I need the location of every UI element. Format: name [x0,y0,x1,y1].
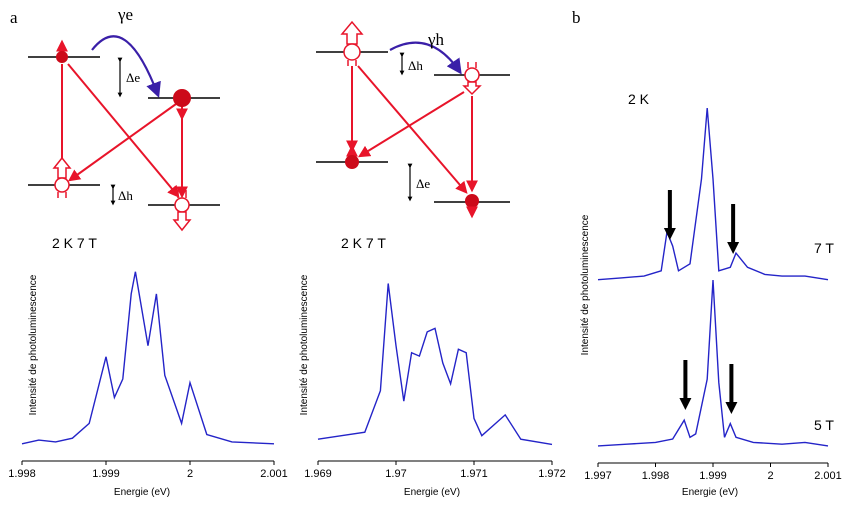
x-tick-label: 1.999 [699,470,727,482]
pl-spectrum-left: 1.998 1.999 2 2.001 Energie (eV) Intensité de… [8,235,288,498]
spectrum-line [317,283,553,446]
condition-label: 2 K [628,91,650,107]
electron-spin-up [56,39,68,63]
relaxation-arrow [91,35,161,98]
spectrum-line [597,107,829,281]
electron-spin-down [173,89,191,121]
peak-arrowhead [725,402,738,414]
electron-spin-up [345,144,359,169]
pl-spectrum-right: 1.997 1.998 1.999 2 2.001 Energie (eV) Intensi… [580,91,842,498]
delta-e-label: Δe [126,70,140,85]
transition-arrow [67,63,180,198]
x-tick-label: 1.969 [304,468,332,480]
transition-arrow [357,91,465,158]
x-axis-title: Energie (eV) [404,487,460,498]
transition-arrow [68,103,177,182]
peak-arrowhead [679,398,692,410]
electron-spin-down [465,194,479,219]
panel-a-label: a [10,8,18,27]
hole-spin-down [172,190,192,232]
y-axis-title: Intensité de photoluminescence [580,214,591,355]
hole-spin-down [462,62,482,96]
series-label: 5 T [814,417,834,433]
gamma-label: γh [427,30,445,49]
pl-spectrum-middle: 1.969 1.97 1.971 1.972 Energie (eV) Intensité… [299,235,566,498]
x-tick-label: 2 [187,468,193,480]
condition-label: 2 K 7 T [341,235,386,251]
x-tick-label: 1.972 [538,468,566,480]
y-axis-title: Intensité de photoluminescence [299,274,310,415]
peak-arrowhead [727,242,740,254]
x-tick-label: 1.999 [92,468,120,480]
x-tick-label: 1.998 [642,470,670,482]
condition-label: 2 K 7 T [52,235,97,251]
x-axis-title: Energie (eV) [682,487,738,498]
x-tick-label: 2.001 [814,470,842,482]
x-tick-label: 2 [767,470,773,482]
x-tick-label: 1.971 [460,468,488,480]
x-tick-label: 2.001 [260,468,288,480]
energy-diagram-left: γe Δe Δh [28,5,220,232]
energy-diagram-right: γh Δh Δe [316,20,510,219]
delta-h-label: Δh [408,58,423,73]
series-label: 7 T [814,240,834,256]
hole-spin-up [340,20,364,66]
delta-e-label: Δe [416,176,430,191]
x-tick-label: 1.998 [8,468,36,480]
x-axis-title: Energie (eV) [114,487,170,498]
gamma-label: γe [117,5,133,24]
panel-b-label: b [572,8,581,27]
relaxation-arrow [389,41,462,75]
hole-spin-up [52,156,72,198]
x-tick-label: 1.97 [385,468,406,480]
y-axis-title: Intensité de photoluminescence [28,274,39,415]
delta-h-label: Δh [118,188,133,203]
spectrum-line [597,279,829,447]
x-tick-label: 1.997 [584,470,612,482]
peak-arrowhead [663,228,676,240]
transition-arrow [357,65,468,194]
spectrum-line [21,271,275,445]
